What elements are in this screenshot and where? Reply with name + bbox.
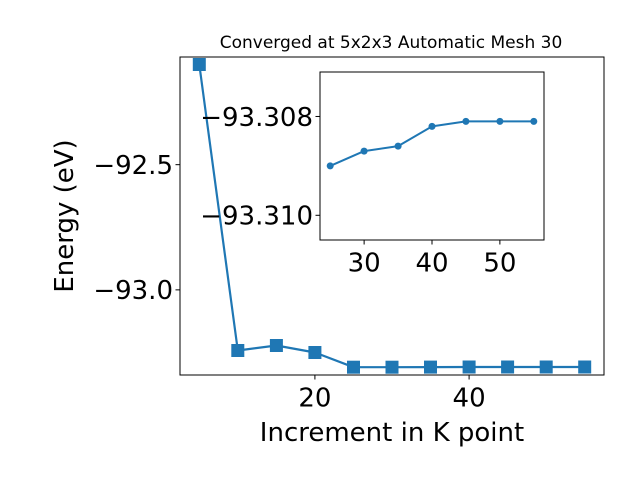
main-x-axis: 20 40: [298, 375, 486, 414]
inset-data-point: [326, 162, 334, 170]
inset-x-tick-label: 40: [415, 249, 448, 279]
inset-x-tick-label: 50: [483, 249, 516, 279]
main-data-point: [462, 360, 476, 374]
y-axis-label: Energy (eV): [50, 139, 80, 292]
main-data-point: [539, 360, 553, 374]
inset-data-point: [462, 117, 470, 125]
main-y-axis: −92.5 −93.0: [93, 151, 180, 306]
x-axis-label: Increment in K point: [260, 418, 524, 448]
main-plot-frame: [179, 56, 605, 376]
inset-plot-area: [326, 117, 538, 170]
main-plot-area: [192, 58, 592, 374]
main-data-point: [385, 360, 399, 374]
main-x-tick-label: 40: [453, 384, 486, 414]
inset-y-tick-label: −93.308: [200, 103, 313, 133]
inset-data-point: [394, 142, 402, 150]
inset-x-tick-label: 30: [348, 249, 381, 279]
main-data-point: [501, 360, 515, 374]
inset-data-point: [496, 117, 504, 125]
main-data-point: [424, 360, 437, 374]
main-data-point: [308, 346, 322, 359]
inset-y-tick-label: −93.310: [200, 202, 313, 232]
inset-background: [320, 72, 544, 240]
main-data-point: [578, 360, 592, 374]
main-data-point: [192, 58, 206, 71]
inset-data-point: [428, 122, 436, 130]
inset-x-axis: 30 40 50: [348, 240, 516, 279]
inset-data-point: [530, 117, 538, 125]
main-data-point: [347, 360, 360, 374]
inset-y-axis: −93.310 −93.308: [200, 103, 320, 232]
main-data-point: [231, 344, 245, 357]
main-y-tick-label: −93.0: [93, 276, 173, 306]
main-x-tick-label: 20: [298, 384, 331, 414]
chart-title: Converged at 5x2x3 Automatic Mesh 30: [220, 33, 563, 53]
inset-data-point: [360, 147, 368, 155]
main-y-tick-label: −92.5: [93, 151, 173, 181]
main-data-point: [269, 339, 283, 352]
